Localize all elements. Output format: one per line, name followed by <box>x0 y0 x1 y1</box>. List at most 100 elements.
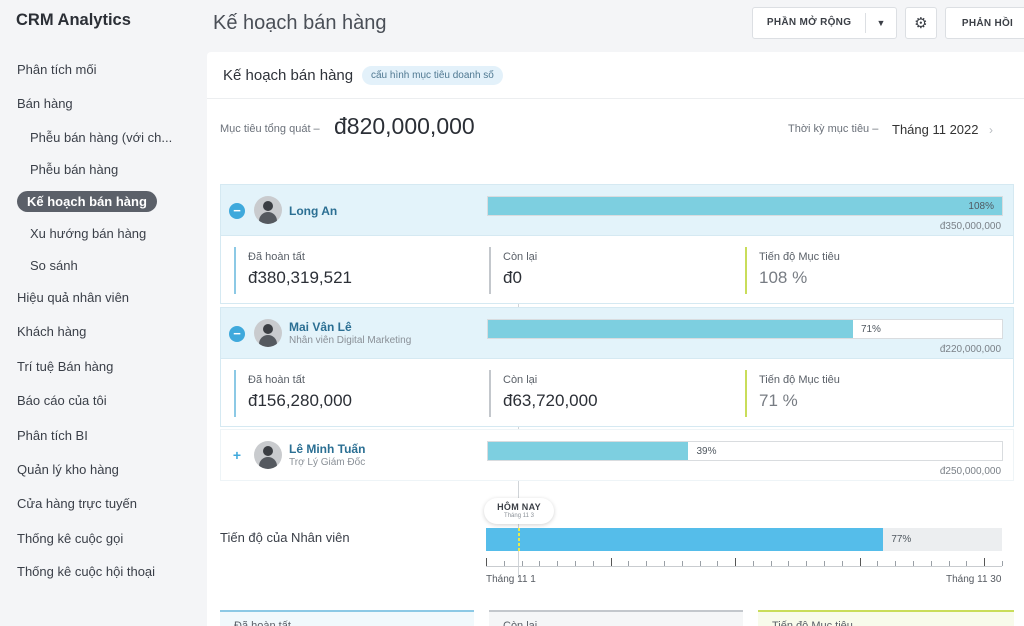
progress-percent: 71% <box>860 324 881 335</box>
axis-tick <box>717 561 719 566</box>
remaining-label: Còn lại <box>503 251 538 263</box>
completed-stat: Đã hoàn tất đ156,280,000 <box>234 370 464 417</box>
sidebar-item-staff-performance[interactable]: Hiệu quả nhân viên <box>17 290 130 305</box>
sidebar-item-sales-trend[interactable]: Xu hướng bán hàng <box>30 226 147 241</box>
person-row-header[interactable]: + Lê Minh Tuấn Trợ Lý Giám Đốc 39% đ250,… <box>220 429 1014 481</box>
completed-value: đ380,319,521 <box>248 268 352 287</box>
goal-progress-value: 108 % <box>759 268 808 287</box>
completed-label: Đã hoàn tất <box>248 374 305 386</box>
person-target-amount: đ250,000,000 <box>939 466 1001 477</box>
sidebar-item-bi-analysis[interactable]: Phân tích BI <box>17 428 88 443</box>
axis-tick <box>788 561 790 566</box>
timeline-axis <box>486 558 1003 567</box>
sidebar-item-online-store[interactable]: Cửa hàng trực tuyến <box>17 496 138 511</box>
team-progress-fill <box>486 528 884 551</box>
page-title: Kế hoạch bán hàng <box>213 12 387 34</box>
person-target-amount: đ220,000,000 <box>939 344 1001 355</box>
sidebar-item-lead-analysis[interactable]: Phân tích mối <box>17 62 97 77</box>
axis-tick <box>557 561 559 566</box>
progress-bar: 108% <box>487 196 1003 216</box>
completed-stat: Đã hoàn tất đ380,319,521 <box>234 247 464 294</box>
axis-tick <box>486 558 487 566</box>
axis-tick <box>735 558 737 566</box>
axis-tick <box>646 561 648 566</box>
app-title: CRM Analytics <box>16 11 131 29</box>
collapse-icon[interactable]: − <box>229 326 245 342</box>
person-row-details: Đã hoàn tất đ156,280,000 Còn lại đ63,720… <box>220 359 1014 427</box>
goal-progress-label: Tiến độ Mục tiêu <box>759 251 840 263</box>
axis-tick <box>681 561 683 566</box>
progress-percent: 108% <box>968 201 994 212</box>
collapse-icon[interactable]: − <box>229 203 245 219</box>
overall-target-value: đ820,000,000 <box>334 113 475 139</box>
sidebar-item-sales-funnel[interactable]: Phễu bán hàng <box>30 162 119 177</box>
today-indicator <box>518 528 520 551</box>
person-name[interactable]: Lê Minh Tuấn <box>289 442 366 456</box>
progress-bar: 71% <box>487 319 1003 339</box>
avatar <box>254 319 282 347</box>
sidebar-item-customers[interactable]: Khách hàng <box>17 324 87 339</box>
timeline-end-label: Tháng 11 30 <box>946 574 1002 585</box>
expand-icon[interactable]: + <box>232 447 242 463</box>
feedback-button[interactable]: PHẢN HỒI <box>945 7 1024 39</box>
person-target-amount: đ350,000,000 <box>939 221 1001 232</box>
progress-fill <box>488 320 853 338</box>
goal-progress-value: 71 % <box>759 391 798 410</box>
remaining-stat: Còn lại đ0 <box>489 247 719 294</box>
avatar <box>254 196 282 224</box>
axis-tick <box>663 561 665 566</box>
goal-progress-stat: Tiến độ Mục tiêu 108 % <box>745 247 975 294</box>
sidebar-item-sales-intelligence[interactable]: Trí tuệ Bán hàng <box>17 359 114 374</box>
progress-fill <box>488 442 689 460</box>
sidebar-item-sales-funnel-with[interactable]: Phễu bán hàng (với ch... <box>30 130 173 145</box>
person-name[interactable]: Mai Vân Lê <box>289 320 352 334</box>
sidebar-item-sales[interactable]: Bán hàng <box>17 96 73 111</box>
axis-tick <box>806 561 808 566</box>
person-role: Trợ Lý Giám Đốc <box>289 457 366 468</box>
settings-button[interactable]: ⚙ <box>905 7 937 39</box>
axis-tick <box>984 558 986 566</box>
progress-fill <box>488 197 1002 215</box>
summary-goal-card: Tiến độ Mục tiêu <box>758 610 1014 626</box>
completed-label: Đã hoàn tất <box>248 251 305 263</box>
axis-tick <box>841 561 843 566</box>
timeline-start-label: Tháng 11 1 <box>486 574 536 585</box>
remaining-label: Còn lại <box>503 374 538 386</box>
person-row-header[interactable]: − Long An 108% đ350,000,000 <box>220 184 1014 236</box>
team-progress-percent: 77% <box>891 534 912 545</box>
axis-tick <box>699 561 701 566</box>
sidebar-item-my-reports[interactable]: Báo cáo của tôi <box>17 393 107 408</box>
goal-progress-stat: Tiến độ Mục tiêu 71 % <box>745 370 975 417</box>
remaining-value: đ63,720,000 <box>503 391 598 410</box>
overall-target-label: Mục tiêu tổng quát – <box>220 123 320 135</box>
axis-tick <box>895 561 897 566</box>
completed-value: đ156,280,000 <box>248 391 352 410</box>
person-name[interactable]: Long An <box>289 204 338 218</box>
person-row-header[interactable]: − Mai Vân Lê Nhân viên Digital Marketing… <box>220 307 1014 359</box>
axis-tick <box>770 561 772 566</box>
axis-tick <box>966 561 968 566</box>
today-label: HÔM NAY <box>497 502 541 512</box>
sidebar-item-sales-plan[interactable]: Kế hoạch bán hàng <box>17 191 157 212</box>
person-role: Nhân viên Digital Marketing <box>289 335 412 346</box>
extensions-button-label[interactable]: PHẦN MỞ RỘNG <box>753 13 867 33</box>
divider <box>207 98 1024 99</box>
card-title: Kế hoạch bán hàng <box>223 67 354 84</box>
chevron-down-icon[interactable]: ▼ <box>876 18 886 28</box>
sidebar: CRM Analytics Phân tích mối Bán hàng Phễ… <box>0 0 200 626</box>
target-period-value[interactable]: Tháng 11 2022 <box>892 122 979 137</box>
goal-progress-label: Tiến độ Mục tiêu <box>759 374 840 386</box>
axis-tick <box>503 561 505 566</box>
axis-tick <box>824 561 826 566</box>
sidebar-item-compare[interactable]: So sánh <box>30 258 78 273</box>
sidebar-item-inventory[interactable]: Quản lý kho hàng <box>17 462 119 477</box>
gear-icon: ⚙ <box>914 15 928 32</box>
chevron-right-icon[interactable]: › <box>989 123 993 137</box>
sidebar-item-call-stats[interactable]: Thống kê cuộc gọi <box>17 531 124 546</box>
person-row-details: Đã hoàn tất đ380,319,521 Còn lại đ0 Tiến… <box>220 236 1014 304</box>
summary-completed-card: Đã hoàn tất <box>220 610 474 626</box>
extensions-split-button[interactable]: PHẦN MỞ RỘNG ▼ <box>752 7 897 39</box>
configure-target-button[interactable]: cấu hình mục tiêu doanh số <box>362 66 503 85</box>
axis-tick <box>948 561 950 566</box>
sidebar-item-conversation-stats[interactable]: Thống kê cuộc hội thoại <box>17 564 156 579</box>
